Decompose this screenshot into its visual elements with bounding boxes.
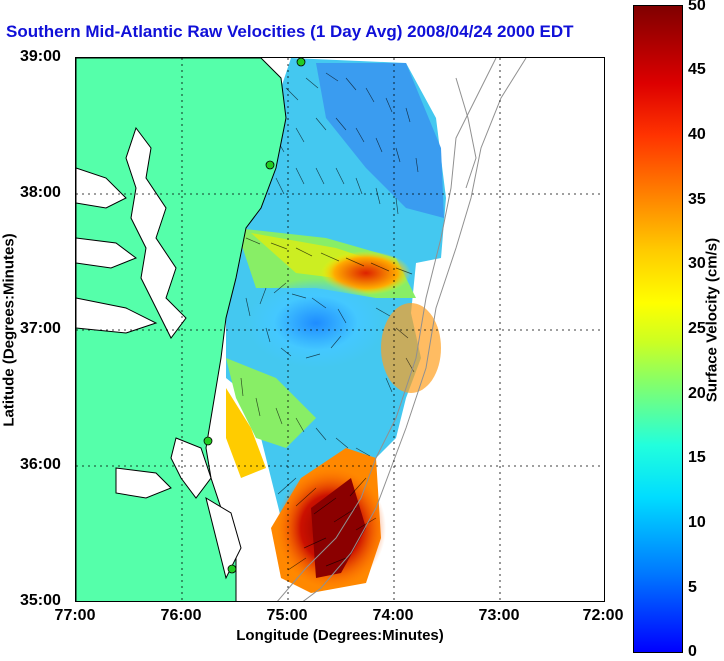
radar-station-marker bbox=[203, 436, 213, 446]
x-tick-label: 77:00 bbox=[54, 607, 96, 624]
colorbar-tick-label: 5 bbox=[688, 579, 697, 596]
colorbar-tick-label: 10 bbox=[688, 514, 706, 531]
colorbar bbox=[633, 5, 683, 653]
colorbar-tick-label: 25 bbox=[688, 320, 706, 337]
radar-station-marker bbox=[265, 160, 275, 170]
map-svg bbox=[76, 58, 604, 601]
colorbar-tick-label: 50 bbox=[688, 0, 706, 14]
bathymetry-contours bbox=[277, 58, 527, 601]
y-tick-label: 35:00 bbox=[20, 592, 61, 609]
velocity-field bbox=[226, 58, 446, 593]
radar-stations bbox=[203, 58, 306, 574]
colorbar-label: Surface Velocity (cm/s) bbox=[703, 237, 721, 403]
x-tick-label: 72:00 bbox=[582, 607, 624, 624]
grid bbox=[76, 58, 604, 601]
colorbar-tick-label: 0 bbox=[688, 643, 697, 660]
colorbar-tick-label: 20 bbox=[688, 385, 706, 402]
x-tick-label: 75:00 bbox=[266, 607, 308, 624]
map-plot-area[interactable] bbox=[75, 57, 605, 602]
y-tick-label: 38:00 bbox=[20, 184, 61, 201]
x-tick-label: 76:00 bbox=[160, 607, 202, 624]
colorbar-tick-label: 35 bbox=[688, 191, 706, 208]
y-axis-label: Latitude (Degrees:Minutes) bbox=[0, 233, 18, 427]
x-tick-label: 73:00 bbox=[478, 607, 520, 624]
colorbar-tick-label: 45 bbox=[688, 61, 706, 78]
x-tick-label: 74:00 bbox=[372, 607, 414, 624]
x-axis-label: Longitude (Degrees:Minutes) bbox=[236, 627, 444, 644]
y-tick-label: 39:00 bbox=[20, 48, 61, 65]
chart-title: Southern Mid-Atlantic Raw Velocities (1 … bbox=[6, 22, 574, 41]
y-tick-label: 36:00 bbox=[20, 456, 61, 473]
radar-station-marker bbox=[296, 58, 306, 67]
y-tick-label: 37:00 bbox=[20, 320, 61, 337]
colorbar-tick-label: 15 bbox=[688, 449, 706, 466]
radar-station-marker bbox=[227, 564, 237, 574]
colorbar-tick-label: 40 bbox=[688, 126, 706, 143]
colorbar-tick-label: 30 bbox=[688, 255, 706, 272]
